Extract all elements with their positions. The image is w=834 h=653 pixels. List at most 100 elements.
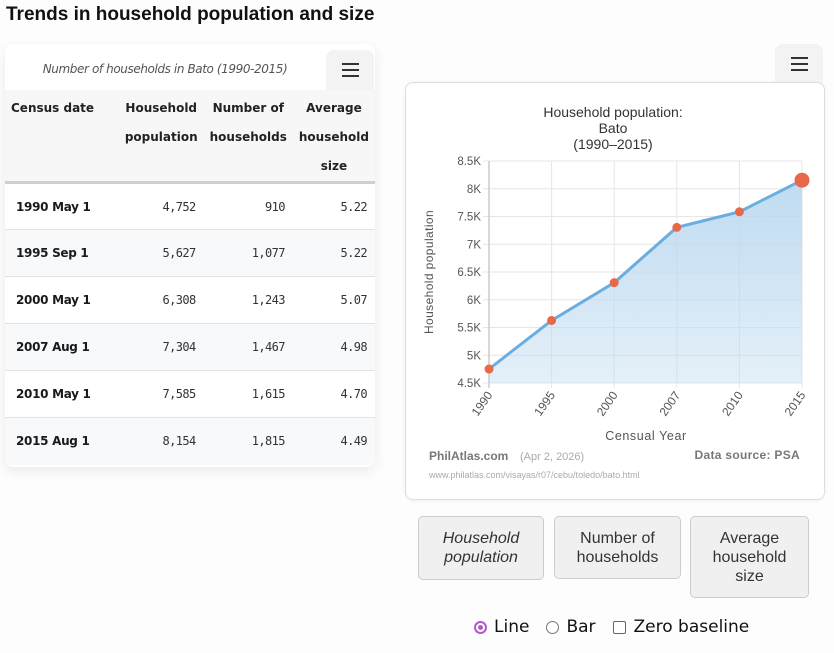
- header-line: households: [209, 130, 287, 144]
- households-cell: 910: [203, 182, 293, 230]
- header-number-of-households: Number of households: [203, 90, 293, 184]
- line-label: Line: [494, 617, 530, 637]
- households-cell: 1,077: [203, 229, 293, 277]
- chart-title-line-1: Household population:: [543, 104, 682, 120]
- y-tick-label: 6K: [467, 295, 481, 307]
- hamburger-menu-icon: [790, 57, 808, 71]
- button-line: household: [712, 548, 787, 566]
- households-cell: 1,467: [203, 323, 293, 371]
- y-tick-label: 8K: [467, 184, 481, 196]
- household-population-chart: 4.5K 5K 5.5K 6K 6.5K 7K 7.5K 8K 8.5K 1990 1995 200…: [422, 104, 810, 480]
- table-row: 2015 Aug 1 8,154 1,815 4.49: [5, 417, 375, 465]
- header-line: Number of: [212, 101, 284, 115]
- chart-options: Line Bar Zero baseline: [474, 617, 766, 637]
- population-cell: 7,585: [118, 370, 204, 418]
- line-radio-option[interactable]: Line: [474, 617, 529, 637]
- dataset-button-average-household-size[interactable]: Average household size: [690, 516, 809, 598]
- data-point-marker: [734, 207, 744, 217]
- x-tick-label: 2000: [594, 388, 621, 418]
- bar-label: Bar: [566, 617, 596, 637]
- dataset-button-household-population[interactable]: Household population: [418, 516, 544, 580]
- header-line: Average: [306, 101, 362, 115]
- avg-size-cell: 4.98: [292, 323, 375, 371]
- hamburger-menu-icon: [341, 63, 359, 77]
- table-row: 2000 May 1 6,308 1,243 5.07: [5, 276, 375, 324]
- data-point-marker: [609, 278, 619, 288]
- header-line: household: [298, 130, 369, 144]
- table-row: 1995 Sep 1 5,627 1,077 5.22: [5, 229, 375, 277]
- data-point-marker: [484, 364, 494, 374]
- y-tick-label: 5.5K: [457, 323, 481, 335]
- x-tick-label: 2007: [656, 388, 683, 418]
- y-axis-label: Household population: [422, 210, 436, 334]
- population-cell: 4,752: [118, 182, 204, 230]
- button-line: Household: [442, 530, 520, 547]
- table-row: 1990 May 1 4,752 910 5.22: [5, 182, 375, 230]
- header-line: size: [320, 159, 348, 173]
- line-radio[interactable]: [474, 620, 487, 634]
- chart-title-line-2: Bato: [599, 120, 628, 136]
- x-tick-label: 2010: [719, 388, 746, 418]
- households-cell: 1,243: [203, 276, 293, 324]
- button-line: Average: [719, 529, 780, 547]
- button-line: households: [576, 548, 659, 566]
- header-household-population: Household population: [118, 90, 204, 184]
- credit-source: Data source: PSA: [695, 448, 801, 462]
- y-tick-label: 7.5K: [457, 212, 481, 224]
- avg-size-cell: 4.49: [292, 417, 375, 465]
- button-line: population: [444, 549, 518, 566]
- table-header-row: Census date Household population Number o…: [5, 90, 375, 184]
- dataset-button-number-of-households[interactable]: Number of households: [554, 516, 681, 579]
- data-point-marker: [547, 315, 557, 325]
- header-average-household-size: Average household size: [292, 90, 375, 184]
- area-fill: [489, 180, 802, 383]
- button-line: size: [735, 567, 764, 585]
- bar-radio[interactable]: [546, 620, 560, 634]
- census-date-cell: 2010 May 1: [5, 370, 119, 418]
- census-date-cell: 2000 May 1: [5, 276, 119, 324]
- y-tick-label: 5K: [467, 350, 481, 362]
- y-tick-label: 4.5K: [457, 378, 481, 390]
- table-row: 2007 Aug 1 7,304 1,467 4.98: [5, 323, 375, 371]
- census-date-cell: 1990 May 1: [5, 182, 119, 230]
- zero-baseline-label: Zero baseline: [633, 617, 750, 637]
- table-row: 2010 May 1 7,585 1,615 4.70: [5, 370, 375, 418]
- header-line: population: [124, 130, 198, 144]
- page-title: Trends in household population and size: [6, 4, 375, 25]
- avg-size-cell: 5.07: [292, 276, 375, 324]
- avg-size-cell: 5.22: [292, 182, 375, 230]
- x-tick-label: 1990: [469, 388, 496, 418]
- y-tick-label: 8.5K: [457, 156, 481, 168]
- table-menu-button[interactable]: [326, 50, 374, 90]
- chart-title-line-3: (1990–2015): [573, 136, 652, 152]
- table-caption: Number of households in Bato (1990-2015): [42, 62, 288, 76]
- population-cell: 7,304: [118, 323, 204, 371]
- header-census-date: Census date: [5, 90, 119, 184]
- header-line: Census date: [11, 101, 95, 115]
- credit-url[interactable]: www.philatlas.com/visayas/r07/cebu/toled…: [428, 470, 640, 480]
- x-axis-label: Censual Year: [605, 429, 687, 443]
- zero-baseline-checkbox[interactable]: [612, 620, 626, 634]
- census-date-cell: 2007 Aug 1: [5, 323, 119, 371]
- button-line: Number of: [580, 529, 655, 547]
- series-line: [488, 178, 803, 371]
- household-table-card: Number of households in Bato (1990-2015)…: [5, 44, 375, 467]
- header-line: Household: [125, 101, 198, 115]
- population-cell: 5,627: [118, 229, 204, 277]
- credit-site: PhilAtlas.com: [429, 449, 508, 463]
- data-point-marker: [794, 172, 810, 188]
- avg-size-cell: 5.22: [292, 229, 375, 277]
- avg-size-cell: 4.70: [292, 370, 375, 418]
- households-cell: 1,815: [203, 417, 293, 465]
- data-point-marker: [672, 222, 682, 232]
- y-tick-label: 6.5K: [457, 267, 481, 279]
- population-cell: 8,154: [118, 417, 204, 465]
- census-date-cell: 1995 Sep 1: [5, 229, 119, 277]
- chart-menu-button[interactable]: [775, 44, 823, 84]
- credit-date: (Apr 2, 2026): [520, 451, 584, 463]
- chart-card: 4.5K 5K 5.5K 6K 6.5K 7K 7.5K 8K 8.5K 1990 1995 200…: [405, 82, 825, 500]
- x-tick-label: 2015: [782, 388, 809, 418]
- zero-baseline-option[interactable]: Zero baseline: [612, 617, 750, 637]
- bar-radio-option[interactable]: Bar: [546, 617, 596, 637]
- household-table: Census date Household population Number o…: [5, 90, 375, 465]
